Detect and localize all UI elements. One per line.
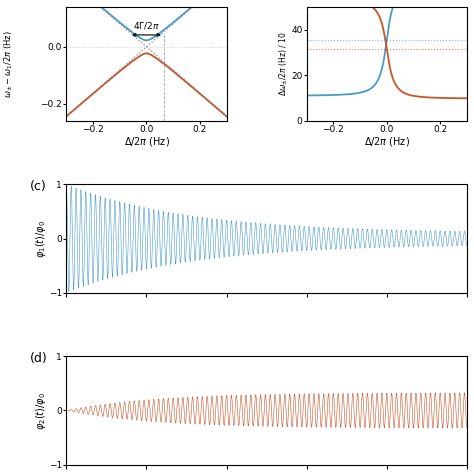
Text: (c): (c) (30, 180, 47, 193)
Text: $4\Gamma/2\pi$: $4\Gamma/2\pi$ (133, 20, 160, 31)
X-axis label: $\Delta/2\pi$ (Hz): $\Delta/2\pi$ (Hz) (364, 135, 410, 148)
X-axis label: $\Delta/2\pi$ (Hz): $\Delta/2\pi$ (Hz) (124, 135, 169, 148)
Y-axis label: $\Delta\omega_{\pm}/2\pi$ (Hz) / 10: $\Delta\omega_{\pm}/2\pi$ (Hz) / 10 (277, 31, 290, 96)
Text: (d): (d) (30, 352, 48, 365)
Y-axis label: $\varphi_1(t)/\varphi_0$: $\varphi_1(t)/\varphi_0$ (34, 219, 47, 257)
Y-axis label: $\omega_{\pm}-\omega_1/2\pi$ (Hz): $\omega_{\pm}-\omega_1/2\pi$ (Hz) (2, 30, 15, 98)
Y-axis label: $\varphi_2(t)/\varphi_0$: $\varphi_2(t)/\varphi_0$ (34, 392, 47, 429)
